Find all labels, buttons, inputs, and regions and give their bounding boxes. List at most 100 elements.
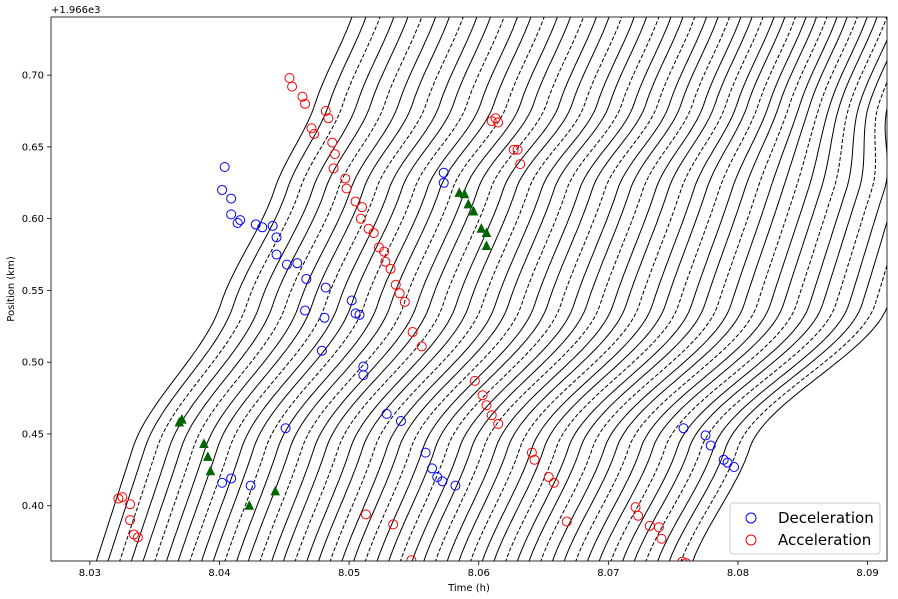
y-tick-label: 0.50 <box>22 358 44 369</box>
acceleration-marker <box>355 213 366 224</box>
acceleration-marker <box>341 183 352 194</box>
deceleration-marker <box>358 370 369 381</box>
deceleration-marker <box>700 430 711 441</box>
legend: Deceleration Acceleration <box>729 502 881 555</box>
trajectory-line <box>516 17 807 561</box>
triangle-marker <box>177 413 187 424</box>
acceleration-marker <box>388 519 399 530</box>
y-offset-text: +1.966e3 <box>51 5 101 16</box>
deceleration-marker <box>226 209 237 220</box>
trajectory-line <box>271 17 558 561</box>
acceleration-marker <box>526 447 537 458</box>
legend-frame <box>729 502 881 555</box>
triangle-marker <box>481 227 492 238</box>
deceleration-marker <box>678 423 689 434</box>
triangle-marker <box>468 205 479 216</box>
deceleration-marker <box>705 440 716 451</box>
acceleration-marker <box>406 555 417 561</box>
acceleration-marker <box>320 106 331 117</box>
deceleration-marker <box>319 312 330 323</box>
acceleration-marker <box>340 173 351 184</box>
deceleration-marker <box>450 480 461 491</box>
triangle-marker <box>203 451 213 461</box>
trajectory-line <box>657 106 887 561</box>
acceleration-marker <box>548 477 559 488</box>
x-tick-label: 8.03 <box>79 568 101 579</box>
trajectory-line <box>540 17 828 561</box>
triangle-marker <box>454 187 465 197</box>
acceleration-marker <box>681 558 691 561</box>
y-axis-label: Position (km) <box>6 256 17 322</box>
deceleration-marker <box>395 416 406 427</box>
y-tick-label: 0.45 <box>22 429 44 440</box>
deceleration-marker <box>219 161 230 172</box>
triangle-marker <box>199 438 209 449</box>
acceleration-marker <box>350 196 361 207</box>
trajectory-line <box>154 17 423 561</box>
trajectory-line <box>165 17 437 561</box>
trajectory-line <box>329 17 623 561</box>
deceleration-marker <box>245 480 256 491</box>
acceleration-marker <box>469 375 480 386</box>
deceleration-marker <box>271 249 282 260</box>
acceleration-marker <box>481 400 492 411</box>
trajectory-line <box>622 38 887 561</box>
triangle-marker <box>205 465 216 476</box>
acceleration-marker <box>493 117 504 128</box>
trajectory-line <box>551 17 838 561</box>
deceleration-marker <box>280 423 291 434</box>
triangle-marker <box>459 188 470 199</box>
trajectory-lines <box>95 17 887 561</box>
acceleration-marker <box>561 516 572 527</box>
triangle-marker <box>270 485 281 496</box>
trajectory-line <box>645 81 887 561</box>
acceleration-marker <box>677 556 688 561</box>
acceleration-marker <box>117 492 128 503</box>
acceleration-marker <box>357 202 368 213</box>
y-axis: 0.40 0.45 0.50 0.55 0.60 0.65 0.70 <box>22 71 51 512</box>
trajectory-line <box>119 17 381 561</box>
acceleration-marker <box>508 144 519 155</box>
deceleration-marker <box>438 177 449 188</box>
plot-area <box>51 17 887 561</box>
trajectory-line <box>318 17 610 561</box>
x-axis: 8.03 8.04 8.05 8.06 8.07 8.08 8.09 <box>79 561 879 579</box>
acceleration-marker <box>287 81 298 92</box>
legend-deceleration-marker <box>745 512 757 524</box>
trajectory-line <box>353 17 648 561</box>
acceleration-marker <box>407 327 418 338</box>
deceleration-marker <box>437 476 448 487</box>
acceleration-marker <box>477 390 488 401</box>
trajectory-line <box>692 306 887 561</box>
acceleration-marker <box>300 98 311 109</box>
trajectory-line <box>493 17 786 561</box>
trajectory-line <box>680 263 887 561</box>
triangle-marker <box>481 240 492 250</box>
trajectory-line <box>423 17 719 561</box>
event-markers <box>113 73 740 561</box>
acceleration-marker <box>327 137 338 148</box>
deceleration-marker <box>217 184 228 195</box>
trajectory-line <box>668 220 887 561</box>
acceleration-marker <box>380 256 391 267</box>
x-tick-label: 8.04 <box>208 568 230 579</box>
acceleration-marker <box>390 279 401 290</box>
trajectory-line <box>633 59 887 561</box>
deceleration-marker <box>346 295 357 306</box>
acceleration-marker <box>306 123 317 134</box>
x-tick-label: 8.08 <box>727 568 749 579</box>
deceleration-marker <box>427 463 438 474</box>
trajectory-line <box>306 17 597 561</box>
x-tick-label: 8.07 <box>597 568 619 579</box>
legend-deceleration-label: Deceleration <box>778 509 874 527</box>
triangle-marker <box>244 500 255 510</box>
plot-frame <box>50 16 888 562</box>
deceleration-marker <box>250 219 261 230</box>
legend-acceleration-marker <box>745 534 757 546</box>
trajectory-line <box>505 17 797 561</box>
trajectory-line <box>95 17 353 561</box>
acceleration-marker <box>323 113 334 124</box>
trajectory-line <box>434 17 731 561</box>
deceleration-marker <box>226 473 237 484</box>
